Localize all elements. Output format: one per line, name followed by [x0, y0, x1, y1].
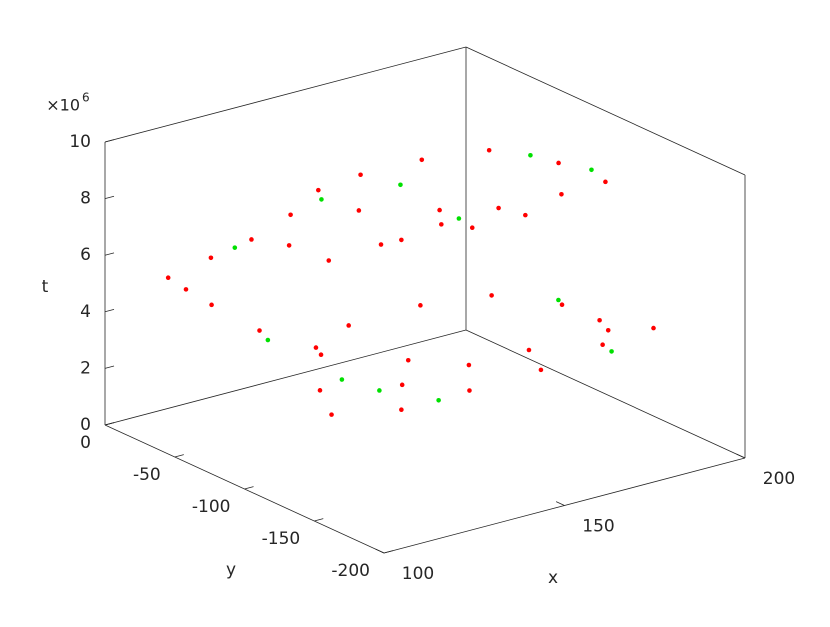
x-tick	[375, 548, 385, 554]
z-tick	[104, 365, 115, 369]
point	[523, 212, 528, 218]
point	[436, 398, 441, 403]
point	[538, 367, 544, 373]
point	[528, 152, 533, 158]
point	[377, 388, 382, 393]
z-tick	[104, 139, 115, 143]
y-tick-label: 0	[80, 433, 91, 453]
box-edge	[465, 46, 746, 176]
point	[378, 242, 384, 247]
y-tick-label: -150	[262, 529, 301, 549]
z-tick-label: 8	[80, 189, 91, 209]
point	[316, 187, 321, 193]
z-tick-label: 2	[80, 358, 91, 378]
point	[405, 357, 411, 363]
z-axis-label: t	[42, 277, 49, 297]
y-tick-label: -200	[331, 561, 370, 581]
point	[486, 147, 492, 153]
y-tick-label: -50	[133, 465, 161, 485]
point	[399, 382, 405, 388]
point	[526, 347, 532, 353]
box-edge	[465, 329, 746, 459]
point	[257, 328, 262, 333]
point	[467, 388, 472, 393]
point	[319, 197, 324, 202]
point	[286, 243, 292, 248]
box-edge	[104, 46, 467, 143]
point	[313, 345, 319, 350]
point	[317, 388, 323, 393]
point	[456, 216, 462, 221]
point	[399, 237, 404, 243]
point	[288, 212, 293, 218]
point	[165, 275, 171, 281]
point	[651, 325, 656, 331]
z-tick-label: 10	[69, 132, 91, 152]
point	[419, 157, 425, 163]
y-tick-label: -100	[192, 497, 231, 517]
point	[418, 303, 423, 308]
y-tick	[244, 486, 254, 490]
y-tick	[314, 518, 324, 522]
point	[209, 302, 214, 308]
point	[265, 337, 271, 343]
point	[318, 352, 324, 358]
x-tick	[736, 453, 746, 459]
point	[556, 297, 561, 303]
point	[600, 342, 605, 348]
point	[249, 237, 254, 242]
x-tick-label: 100	[402, 564, 434, 584]
z-multiplier-exponent: 6	[82, 91, 90, 105]
point	[356, 208, 362, 213]
point	[559, 302, 565, 308]
z-tick	[104, 252, 115, 256]
x-axis-label: x	[548, 568, 558, 588]
point	[597, 317, 602, 323]
point	[466, 362, 472, 368]
box-edge	[104, 329, 467, 426]
y-tick	[174, 454, 184, 458]
point	[489, 293, 494, 298]
point	[469, 225, 475, 230]
point	[346, 323, 351, 328]
x-tick-label: 200	[763, 469, 795, 489]
point	[556, 160, 561, 166]
point	[183, 287, 189, 292]
z-multiplier-base: ×10	[46, 96, 80, 115]
x-tick-label: 150	[582, 517, 614, 537]
point	[496, 205, 501, 211]
point	[358, 172, 363, 178]
point	[339, 377, 345, 382]
point	[399, 407, 404, 413]
x-tick	[555, 501, 565, 506]
point	[439, 222, 444, 227]
z-tick	[104, 195, 115, 199]
z-tick-label: 0	[80, 415, 91, 435]
point	[589, 167, 594, 173]
point	[329, 412, 334, 417]
point	[603, 179, 608, 185]
point	[609, 349, 614, 354]
point	[398, 182, 403, 188]
point	[326, 258, 332, 263]
point	[208, 255, 214, 261]
y-axis-label: y	[226, 560, 236, 580]
point	[559, 192, 564, 197]
z-tick-label: 4	[80, 302, 91, 322]
y-tick	[383, 550, 394, 554]
point	[437, 207, 442, 213]
z-tick-label: 6	[80, 245, 91, 265]
z-tick	[104, 309, 115, 313]
point	[232, 245, 238, 250]
point	[605, 328, 611, 333]
z-tick	[104, 422, 115, 426]
